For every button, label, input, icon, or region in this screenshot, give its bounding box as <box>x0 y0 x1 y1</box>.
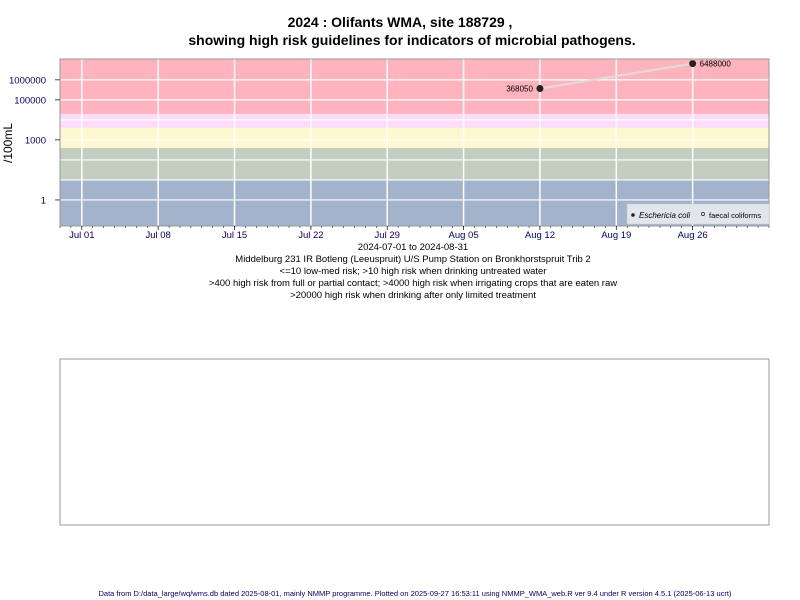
risk-bands <box>60 59 769 226</box>
series-line <box>539 62 693 90</box>
y-tick-label: 1 <box>41 195 46 206</box>
legend-box <box>626 203 770 225</box>
x-tick-label: Jul 29 <box>375 230 400 241</box>
second-panel-empty <box>59 358 770 526</box>
y-axis-label: /100mL <box>1 123 15 163</box>
data-point <box>536 85 544 93</box>
y-tick-label: 100000 <box>14 95 46 106</box>
x-axis: Jul 01 Jul 08 Jul 15 Jul 22 Jul 29 Aug 05 Aug … <box>59 226 770 241</box>
data-label: 6488000 <box>700 60 732 69</box>
x-tick-label: Jul 08 <box>145 230 170 241</box>
x-tick-label: Jul 01 <box>69 230 94 241</box>
data-series: 368050 6488000 <box>506 60 731 94</box>
legend: Eschericia coli faecal coliforms <box>626 203 770 225</box>
y-tick-label: 1000 <box>25 135 46 146</box>
caption-risk-2: >400 high risk from full or partial cont… <box>209 278 617 289</box>
x-tick-label: Aug 05 <box>449 230 479 241</box>
caption-site: Middelburg 231 IR Botleng (Leeuspruit) U… <box>235 254 590 265</box>
data-point <box>689 60 697 68</box>
legend-marker-ecoli <box>631 213 635 217</box>
chart-title-line2: showing high risk guidelines for indicat… <box>188 32 635 48</box>
data-label: 368050 <box>506 85 533 94</box>
x-tick-label: Aug 12 <box>525 230 555 241</box>
chart-title-line1: 2024 : Olifants WMA, site 188729 , <box>288 14 513 30</box>
x-tick-label: Jul 22 <box>298 230 323 241</box>
legend-marker-faecal <box>701 212 705 216</box>
date-range: 2024-07-01 to 2024-08-31 <box>358 242 468 253</box>
risk-band-1 <box>60 147 769 180</box>
caption-risk-1: <=10 low-med risk; >10 high risk when dr… <box>280 266 547 277</box>
risk-band-2 <box>60 127 769 148</box>
legend-label-faecal: faecal coliforms <box>709 211 761 220</box>
y-axis: 1 1000 100000 1000000 <box>9 75 60 206</box>
plot-frame <box>59 58 770 227</box>
x-tick-label: Aug 26 <box>678 230 708 241</box>
caption-risk-3: >20000 high risk when drinking after onl… <box>290 290 536 301</box>
x-tick-label: Aug 19 <box>601 230 631 241</box>
y-tick-label: 1000000 <box>9 75 46 86</box>
risk-band-4 <box>60 59 769 114</box>
risk-band-3 <box>60 113 769 128</box>
gridlines <box>60 59 769 226</box>
footer-note: Data from D:/data_large/wq/wms.db dated … <box>99 589 732 598</box>
x-tick-label: Jul 15 <box>222 230 247 241</box>
legend-label-ecoli: Eschericia coli <box>639 211 690 220</box>
